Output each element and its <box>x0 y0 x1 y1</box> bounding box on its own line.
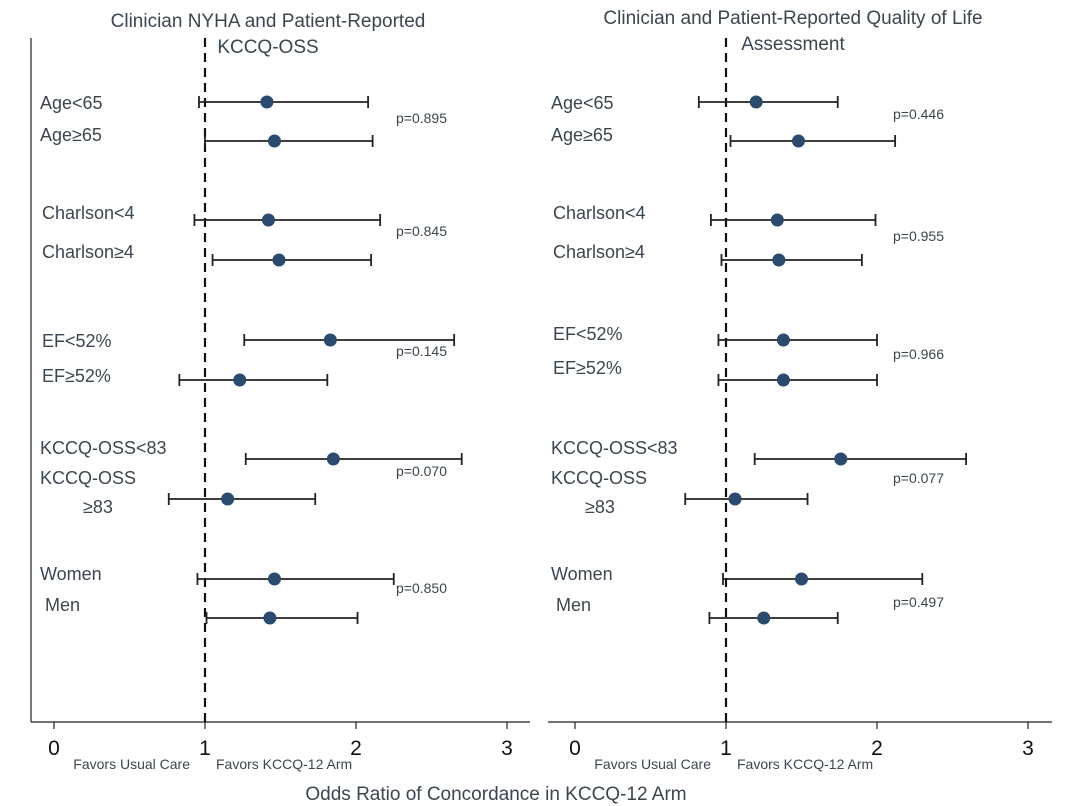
x-tick-label: 0 <box>569 737 581 760</box>
x-tick-label: 2 <box>350 737 362 760</box>
x-tick-label: 2 <box>871 737 883 760</box>
row-label: Charlson≥4 <box>553 242 645 262</box>
row-label: Age≥65 <box>551 125 613 145</box>
odds-ratio-point <box>221 492 235 506</box>
x-tick-label: 3 <box>1022 737 1034 760</box>
chart-title-line-1: Clinician NYHA and Patient-Reported <box>111 11 426 32</box>
odds-ratio-point <box>326 452 340 466</box>
row-label: Men <box>45 595 80 615</box>
p-value-label: p=0.446 <box>893 106 944 122</box>
x-axis-title: Odds Ratio of Concordance in KCCQ-12 Arm <box>305 784 686 805</box>
odds-ratio-point <box>272 253 286 267</box>
favors-kccq-label: Favors KCCQ-12 Arm <box>216 756 352 772</box>
odds-ratio-point <box>263 611 277 625</box>
odds-ratio-point <box>791 134 805 148</box>
p-value-label: p=0.145 <box>396 343 447 359</box>
favors-usual-care-label: Favors Usual Care <box>594 756 711 772</box>
odds-ratio-point <box>772 253 786 267</box>
row-label: EF<52% <box>553 324 623 344</box>
odds-ratio-point <box>776 333 790 347</box>
row-label: KCCQ-OSS<83 <box>40 438 167 458</box>
row-label: Age<65 <box>551 93 614 113</box>
odds-ratio-point <box>267 134 281 148</box>
row-label-continuation: ≥83 <box>83 497 113 517</box>
odds-ratio-point <box>749 95 763 109</box>
row-label: Age<65 <box>40 93 103 113</box>
row-label: EF≥52% <box>553 358 622 378</box>
odds-ratio-point <box>267 572 281 586</box>
odds-ratio-point <box>261 213 275 227</box>
row-label: Charlson<4 <box>553 203 646 223</box>
p-value-label: p=0.070 <box>396 463 447 479</box>
row-label: Charlson<4 <box>42 203 135 223</box>
row-label: Age≥65 <box>40 125 102 145</box>
row-label: KCCQ-OSS <box>40 468 136 488</box>
p-value-label: p=0.895 <box>396 110 447 126</box>
row-label: EF≥52% <box>42 366 111 386</box>
chart-title-line-2: KCCQ-OSS <box>217 37 318 58</box>
row-label: Women <box>551 564 613 584</box>
p-value-label: p=0.955 <box>893 228 944 244</box>
x-tick-label: 3 <box>501 737 513 760</box>
row-label: Charlson≥4 <box>42 242 134 262</box>
p-value-label: p=0.077 <box>893 470 944 486</box>
odds-ratio-point <box>834 452 848 466</box>
odds-ratio-point <box>728 492 742 506</box>
x-tick-label: 0 <box>48 737 60 760</box>
row-label: KCCQ-OSS <box>551 468 647 488</box>
x-tick-label: 1 <box>199 737 211 760</box>
chart-title-line-1: Clinician and Patient-Reported Quality o… <box>603 8 982 29</box>
row-label: Men <box>556 595 591 615</box>
row-label: KCCQ-OSS<83 <box>551 438 678 458</box>
row-label: Women <box>40 564 102 584</box>
p-value-label: p=0.845 <box>396 223 447 239</box>
panel-kccq-oss: Clinician NYHA and Patient-Reported KCCQ-… <box>30 11 530 772</box>
row-label-continuation: ≥83 <box>585 497 615 517</box>
p-value-label: p=0.966 <box>893 346 944 362</box>
panel-quality-of-life: Clinician and Patient-Reported Quality o… <box>548 8 1052 772</box>
row-label: EF<52% <box>42 331 112 351</box>
p-value-label: p=0.497 <box>893 594 944 610</box>
favors-usual-care-label: Favors Usual Care <box>73 756 190 772</box>
odds-ratio-point <box>233 373 247 387</box>
odds-ratio-point <box>795 572 808 586</box>
odds-ratio-point <box>776 373 790 387</box>
odds-ratio-point <box>323 333 337 347</box>
odds-ratio-point <box>757 611 771 625</box>
x-tick-label: 1 <box>720 737 732 760</box>
odds-ratio-point <box>770 213 784 227</box>
chart-title-line-2: Assessment <box>741 34 845 55</box>
odds-ratio-point <box>260 95 274 109</box>
p-value-label: p=0.850 <box>396 580 447 596</box>
favors-kccq-label: Favors KCCQ-12 Arm <box>737 756 873 772</box>
